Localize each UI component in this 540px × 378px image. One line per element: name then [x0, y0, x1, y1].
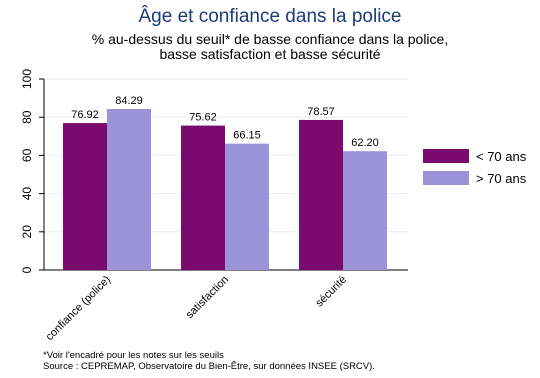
y-tick-label: 100 — [20, 69, 34, 89]
x-tick-label: sécurité — [313, 274, 349, 310]
chart-title: Âge et confiance dans la police — [138, 6, 402, 27]
bar-under-70 — [181, 125, 225, 271]
y-tick-label: 20 — [20, 225, 34, 239]
source-note: Source : CEPREMAP, Observatoire du Bien-… — [43, 361, 375, 372]
y-tick-label: 40 — [20, 187, 34, 201]
y-tick-label: 60 — [20, 148, 34, 162]
footnote: *Voir l'encadré pour les notes sur les s… — [43, 350, 224, 361]
bar-over-70 — [107, 109, 151, 270]
legend-swatch — [423, 171, 469, 185]
bar-over-70 — [343, 151, 387, 270]
x-tick-label: confiance (police) — [44, 274, 113, 343]
chart-subtitle-line-2: basse satisfaction et basse sécurité — [159, 46, 381, 62]
data-label: 84.29 — [115, 95, 143, 107]
legend-label: < 70 ans — [476, 149, 527, 164]
legend-label: > 70 ans — [476, 171, 527, 186]
data-label: 76.92 — [71, 109, 99, 121]
data-label: 75.62 — [189, 112, 217, 124]
data-label: 66.15 — [233, 130, 261, 142]
y-tick-label: 0 — [20, 266, 34, 273]
y-tick-label: 80 — [20, 110, 34, 124]
x-tick-label: satisfaction — [184, 274, 231, 321]
bar-under-70 — [299, 119, 343, 270]
legend-swatch — [423, 149, 469, 163]
chart-subtitle-line-1: % au-dessus du seuil* de basse confiance… — [91, 31, 449, 47]
data-label: 62.20 — [351, 137, 379, 149]
bar-under-70 — [63, 123, 107, 271]
bar-over-70 — [225, 143, 269, 270]
data-label: 78.57 — [307, 106, 335, 118]
